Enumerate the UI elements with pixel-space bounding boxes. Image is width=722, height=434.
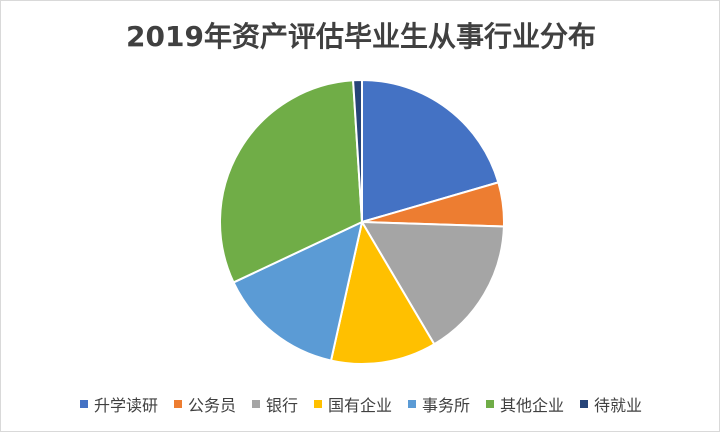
legend-item-4: 国有企业 (313, 392, 392, 416)
legend-swatch (251, 400, 260, 408)
legend-label: 银行 (265, 396, 298, 415)
legend-label: 国有企业 (327, 396, 392, 415)
pie-slice-5 (232, 221, 363, 362)
legend-swatch (486, 400, 495, 408)
pie-slice-1 (361, 79, 500, 223)
chart-legend: 升学读研 公务员 银行 国有企业 事务所 其他企业 待就业 (1, 392, 721, 416)
legend-item-6: 其他企业 (486, 392, 564, 416)
legend-label: 事务所 (422, 396, 471, 415)
legend-label: 公务员 (187, 396, 236, 415)
legend-label: 其他企业 (500, 396, 565, 415)
legend-label: 待就业 (594, 396, 643, 415)
legend-item-2: 公务员 (173, 392, 236, 416)
legend-item-7: 待就业 (580, 392, 642, 416)
legend-swatch (313, 400, 322, 408)
chart-title: 2019年资产评估毕业生从事行业分布 (126, 20, 596, 53)
pie-slice-4 (330, 221, 436, 365)
legend-item-3: 银行 (251, 392, 298, 416)
legend-swatch (408, 400, 416, 408)
pie-slice-6 (219, 79, 363, 284)
pie-slice-7 (352, 78, 363, 223)
legend-swatch (580, 400, 589, 408)
legend-item-5: 事务所 (408, 392, 470, 416)
legend-item-1: 升学读研 (79, 392, 158, 416)
legend-label: 升学读研 (93, 396, 158, 415)
pie-slice-3 (361, 221, 505, 346)
legend-swatch (173, 400, 182, 408)
legend-swatch (79, 400, 88, 408)
